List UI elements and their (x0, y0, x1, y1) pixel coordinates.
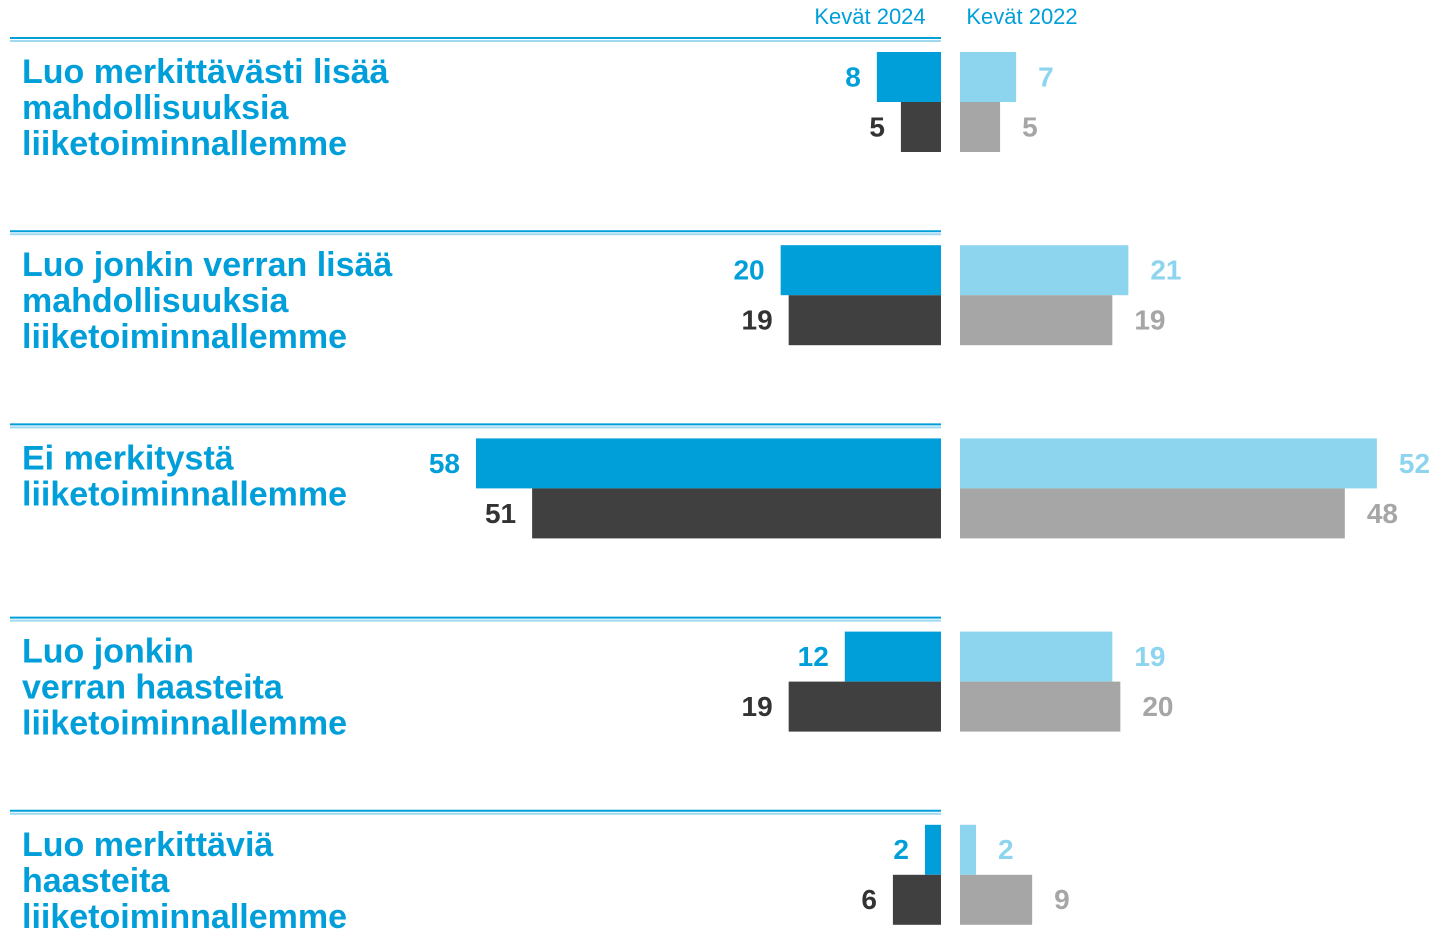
category-label: Ei merkitystä (22, 439, 234, 477)
category-label: liiketoiminnallemme (22, 705, 347, 743)
value-label: 48 (1367, 498, 1398, 529)
bar (960, 874, 1033, 925)
bar (960, 52, 1017, 102)
category-label: Luo merkittävästi lisää (22, 53, 389, 91)
value-label: 20 (1142, 691, 1173, 722)
category-label: Luo jonkin verran lisää (22, 246, 392, 284)
value-label: 51 (485, 498, 516, 529)
category-label: liiketoiminnallemme (22, 318, 347, 356)
value-label: 52 (1399, 448, 1430, 479)
value-label: 21 (1150, 255, 1181, 286)
category-label: verran haasteita (22, 669, 284, 707)
value-label: 19 (1134, 305, 1165, 336)
category-label: Luo jonkin (22, 633, 194, 671)
bar (476, 438, 941, 489)
value-label: 12 (798, 641, 829, 672)
value-label: 5 (1022, 111, 1038, 142)
bar (780, 245, 941, 296)
category-label: Luo merkittäviä (22, 826, 273, 864)
bar (788, 681, 941, 732)
bar (844, 631, 941, 682)
value-label: 19 (742, 305, 773, 336)
bar (900, 102, 941, 152)
bar (892, 874, 941, 925)
value-label: 20 (733, 255, 764, 286)
value-label: 6 (861, 884, 877, 915)
bar (924, 824, 941, 875)
value-label: 19 (742, 691, 773, 722)
value-label: 5 (869, 111, 885, 142)
panel-title: Kevät 2022 (966, 4, 1077, 29)
bar (960, 681, 1121, 732)
bar (960, 488, 1345, 539)
category-label: liiketoiminnallemme (22, 125, 347, 163)
bar (960, 824, 977, 875)
category-label: haasteita (22, 862, 170, 900)
bar (876, 52, 941, 102)
category-label: liiketoiminnallemme (22, 475, 347, 513)
bar (788, 295, 941, 346)
bar (960, 102, 1001, 152)
value-label: 19 (1134, 641, 1165, 672)
panel-title: Kevät 2024 (814, 4, 925, 29)
bar (532, 488, 941, 539)
category-label: mahdollisuuksia (22, 89, 289, 127)
value-label: 7 (1038, 61, 1054, 92)
value-label: 2 (893, 834, 909, 865)
value-label: 2 (998, 834, 1014, 865)
bar (960, 245, 1129, 296)
value-label: 8 (845, 61, 861, 92)
value-label: 9 (1054, 884, 1070, 915)
bar (960, 438, 1377, 489)
category-label: mahdollisuuksia (22, 282, 289, 320)
value-label: 58 (429, 448, 460, 479)
category-label: liiketoiminnallemme (22, 898, 347, 930)
bar (960, 631, 1113, 682)
bar (960, 295, 1113, 346)
